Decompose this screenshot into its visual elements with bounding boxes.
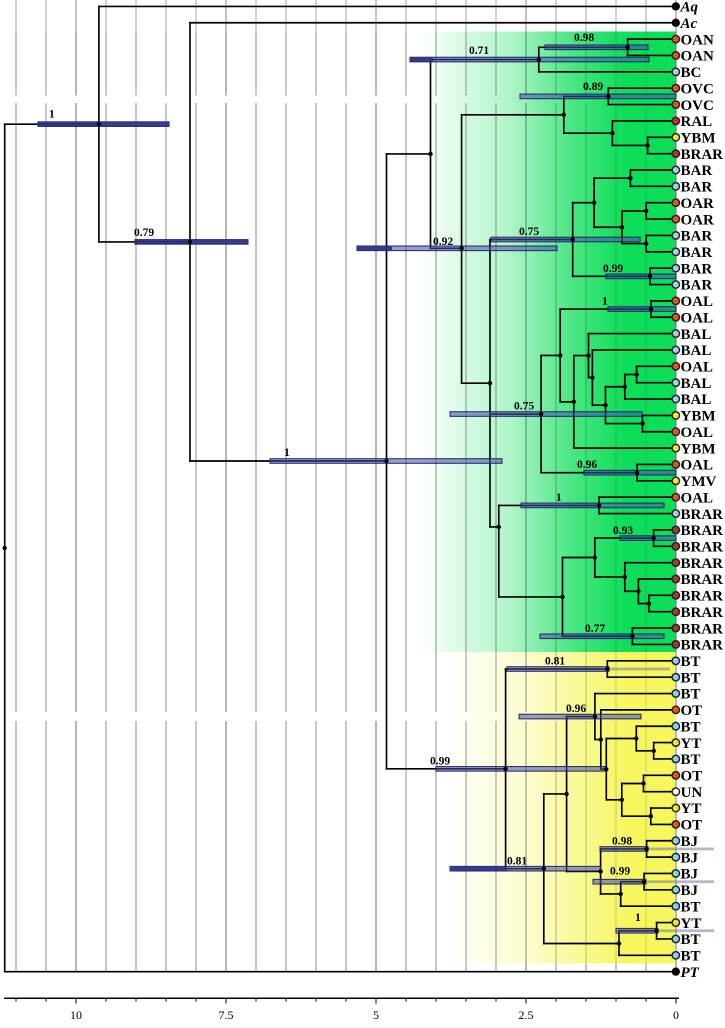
svg-text:YBM: YBM bbox=[681, 409, 716, 425]
svg-text:BAL: BAL bbox=[681, 392, 712, 408]
svg-text:BT: BT bbox=[681, 948, 701, 964]
svg-text:UN: UN bbox=[681, 785, 703, 801]
svg-text:0.81: 0.81 bbox=[507, 856, 527, 868]
svg-text:BRAR: BRAR bbox=[681, 539, 724, 555]
svg-text:OAL: OAL bbox=[681, 490, 714, 506]
svg-text:OAL: OAL bbox=[681, 458, 714, 474]
svg-text:OAR: OAR bbox=[681, 196, 715, 212]
svg-text:BAL: BAL bbox=[681, 343, 712, 359]
svg-text:BRAR: BRAR bbox=[681, 507, 724, 523]
svg-text:BRAR: BRAR bbox=[681, 605, 724, 621]
svg-text:YT: YT bbox=[681, 801, 702, 817]
svg-text:BT: BT bbox=[681, 654, 701, 670]
svg-text:1: 1 bbox=[556, 492, 562, 504]
svg-text:RAL: RAL bbox=[681, 114, 713, 130]
svg-text:PT: PT bbox=[681, 965, 700, 981]
svg-text:BRAR: BRAR bbox=[681, 589, 724, 605]
svg-text:BJ: BJ bbox=[681, 883, 699, 899]
svg-text:0.75: 0.75 bbox=[514, 401, 534, 413]
svg-text:YMV: YMV bbox=[681, 474, 717, 490]
svg-text:BRAR: BRAR bbox=[681, 523, 724, 539]
svg-text:YBM: YBM bbox=[681, 130, 716, 146]
svg-text:BAL: BAL bbox=[681, 327, 712, 343]
svg-text:BC: BC bbox=[681, 65, 702, 81]
svg-text:BJ: BJ bbox=[681, 867, 699, 883]
svg-text:BAR: BAR bbox=[681, 245, 713, 261]
svg-text:0.71: 0.71 bbox=[469, 45, 489, 57]
svg-text:Aq: Aq bbox=[680, 0, 699, 16]
svg-text:7.5: 7.5 bbox=[219, 1008, 234, 1022]
svg-text:BAR: BAR bbox=[681, 163, 713, 179]
svg-text:Ac: Ac bbox=[680, 16, 698, 32]
svg-text:OAL: OAL bbox=[681, 360, 714, 376]
svg-text:BAR: BAR bbox=[681, 261, 713, 277]
svg-text:1: 1 bbox=[284, 447, 290, 459]
svg-text:BJ: BJ bbox=[681, 834, 699, 850]
svg-text:0.99: 0.99 bbox=[610, 866, 630, 878]
svg-text:YBM: YBM bbox=[681, 441, 716, 457]
svg-text:1: 1 bbox=[49, 109, 55, 121]
svg-text:BT: BT bbox=[681, 752, 701, 768]
svg-text:0: 0 bbox=[673, 1008, 679, 1022]
svg-text:0.99: 0.99 bbox=[603, 263, 623, 275]
svg-text:OVC: OVC bbox=[681, 81, 714, 97]
svg-text:0.93: 0.93 bbox=[613, 525, 633, 537]
svg-text:0.77: 0.77 bbox=[585, 623, 605, 635]
svg-text:0.99: 0.99 bbox=[430, 756, 450, 768]
svg-text:BRAR: BRAR bbox=[681, 638, 724, 654]
svg-text:0.98: 0.98 bbox=[612, 836, 632, 848]
svg-text:BRAR: BRAR bbox=[681, 147, 724, 163]
svg-text:BT: BT bbox=[681, 670, 701, 686]
svg-text:OAL: OAL bbox=[681, 425, 714, 441]
svg-text:BAR: BAR bbox=[681, 180, 713, 196]
svg-text:BT: BT bbox=[681, 899, 701, 915]
svg-text:BT: BT bbox=[681, 719, 701, 735]
svg-text:0.92: 0.92 bbox=[433, 236, 453, 248]
svg-text:0.75: 0.75 bbox=[519, 226, 539, 238]
svg-text:BRAR: BRAR bbox=[681, 572, 724, 588]
svg-text:0.81: 0.81 bbox=[545, 656, 565, 668]
svg-text:0.96: 0.96 bbox=[566, 703, 586, 715]
svg-text:0.96: 0.96 bbox=[577, 459, 597, 471]
svg-text:OAN: OAN bbox=[681, 32, 715, 48]
svg-text:OAN: OAN bbox=[681, 49, 715, 65]
svg-text:1: 1 bbox=[635, 912, 641, 924]
svg-text:OAL: OAL bbox=[681, 294, 714, 310]
svg-text:BRAR: BRAR bbox=[681, 556, 724, 572]
svg-text:0.79: 0.79 bbox=[134, 227, 154, 239]
svg-text:BAR: BAR bbox=[681, 229, 713, 245]
svg-text:10: 10 bbox=[70, 1008, 82, 1022]
svg-text:BT: BT bbox=[681, 932, 701, 948]
svg-text:BAR: BAR bbox=[681, 278, 713, 294]
svg-text:BJ: BJ bbox=[681, 850, 699, 866]
svg-text:0.89: 0.89 bbox=[583, 81, 603, 93]
svg-text:5: 5 bbox=[373, 1008, 379, 1022]
svg-text:OT: OT bbox=[681, 818, 703, 834]
svg-text:YT: YT bbox=[681, 736, 702, 752]
svg-text:1: 1 bbox=[602, 296, 608, 308]
svg-text:OAL: OAL bbox=[681, 310, 714, 326]
svg-text:BT: BT bbox=[681, 687, 701, 703]
svg-text:0.98: 0.98 bbox=[574, 32, 594, 44]
svg-text:OT: OT bbox=[681, 769, 703, 785]
svg-text:OVC: OVC bbox=[681, 98, 714, 114]
svg-text:YT: YT bbox=[681, 916, 702, 932]
svg-text:OT: OT bbox=[681, 703, 703, 719]
svg-text:2.5: 2.5 bbox=[519, 1008, 534, 1022]
svg-text:OAR: OAR bbox=[681, 212, 715, 228]
svg-text:BAL: BAL bbox=[681, 376, 712, 392]
svg-text:BRAR: BRAR bbox=[681, 621, 724, 637]
